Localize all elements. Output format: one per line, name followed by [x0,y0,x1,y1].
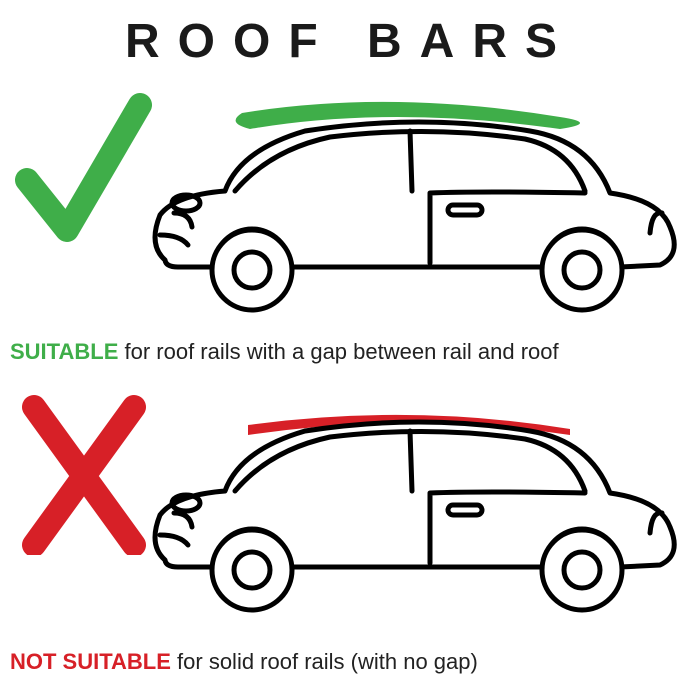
not-suitable-caption: NOT SUITABLE for solid roof rails (with … [10,649,478,675]
car-suitable [130,95,690,330]
suitable-lead: SUITABLE [10,339,118,364]
page-title: ROOF BARS [0,0,700,69]
suitable-caption: SUITABLE for roof rails with a gap betwe… [10,339,559,365]
not-suitable-rest: for solid roof rails (with no gap) [171,649,478,674]
suitable-panel: SUITABLE for roof rails with a gap betwe… [0,77,700,367]
suitable-rest: for roof rails with a gap between rail a… [118,339,558,364]
not-suitable-lead: NOT SUITABLE [10,649,171,674]
car-not-suitable [130,395,690,630]
not-suitable-panel: NOT SUITABLE for solid roof rails (with … [0,377,700,677]
